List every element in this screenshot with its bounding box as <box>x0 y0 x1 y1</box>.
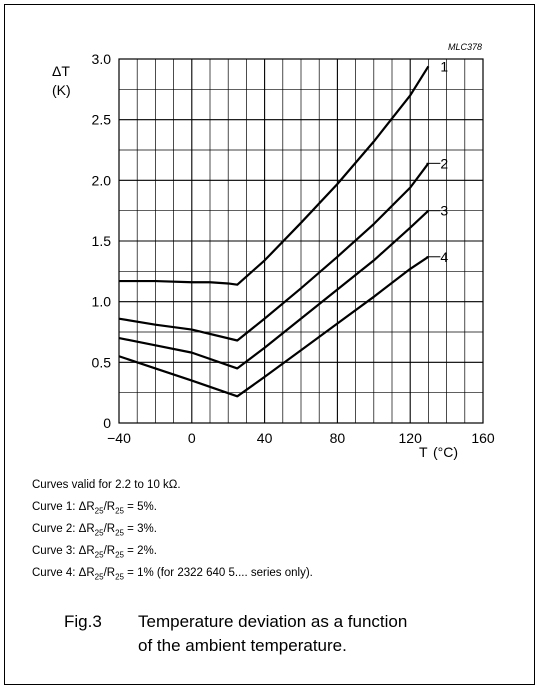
curve-label-2: 2 <box>440 155 448 171</box>
note-validity: Curves valid for 2.2 to 10 kΩ. <box>32 479 181 491</box>
x-axis-label: T <box>419 444 428 460</box>
chart: −40 0 40 80 120 160 00.51.01.52.02.53.0 1234 … <box>52 42 495 460</box>
note-curve-3: Curve 3: ΔR25/R25 = 2%. <box>32 545 157 560</box>
curve-3 <box>118 209 430 370</box>
curve-2 <box>118 162 430 342</box>
note-curve-4: Curve 4: ΔR25/R25 = 1% (for 2322 640 5..… <box>32 567 313 582</box>
figure-label: Fig.3 <box>64 612 102 631</box>
curve-label-3: 3 <box>440 203 448 219</box>
plot-area <box>118 58 484 424</box>
y-tick-label: 0 <box>103 415 111 431</box>
y-axis-label: ΔT <box>52 63 70 79</box>
x-tick-label: 0 <box>188 430 196 446</box>
note-curve-2: Curve 2: ΔR25/R25 = 3%. <box>32 523 157 538</box>
figure-caption-line-1: Temperature deviation as a function <box>138 612 408 631</box>
note-curve-1: Curve 1: ΔR25/R25 = 5%. <box>32 501 157 516</box>
chart-code: MLC378 <box>448 42 482 52</box>
curve-label-4: 4 <box>440 249 448 265</box>
y-tick-label: 2.0 <box>92 172 112 188</box>
x-tick-label: 160 <box>471 430 495 446</box>
y-tick-label: 3.0 <box>92 51 112 67</box>
figure-frame <box>4 4 535 685</box>
y-axis-unit: (K) <box>52 82 71 98</box>
figure-caption-line-2: of the ambient temperature. <box>138 636 347 655</box>
curve-1 <box>119 65 430 286</box>
y-tick-label: 1.5 <box>92 233 112 249</box>
y-tick-label: 1.0 <box>92 294 112 310</box>
curve-4 <box>118 255 430 398</box>
curve-label-1: 1 <box>440 58 448 74</box>
chart-grid <box>119 59 483 423</box>
x-tick-label: 40 <box>257 430 273 446</box>
x-tick-label: 120 <box>399 430 423 446</box>
y-tick-label: 0.5 <box>92 354 112 370</box>
x-axis-unit: (°C) <box>433 444 458 460</box>
y-tick-label: 2.5 <box>92 112 112 128</box>
x-tick-label: −40 <box>107 430 131 446</box>
x-tick-label: 80 <box>330 430 346 446</box>
